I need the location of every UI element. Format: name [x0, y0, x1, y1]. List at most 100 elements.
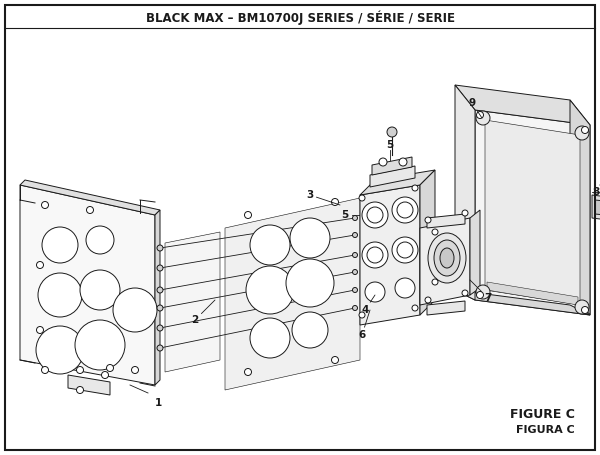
Circle shape — [157, 287, 163, 293]
Polygon shape — [592, 195, 600, 220]
Circle shape — [399, 158, 407, 166]
Circle shape — [86, 226, 114, 254]
Circle shape — [75, 320, 125, 370]
Text: 8: 8 — [0, 454, 1, 455]
Circle shape — [412, 305, 418, 311]
Polygon shape — [372, 157, 412, 175]
Circle shape — [286, 259, 334, 307]
Circle shape — [476, 111, 490, 125]
Circle shape — [38, 273, 82, 317]
Ellipse shape — [428, 233, 466, 283]
Polygon shape — [470, 210, 480, 295]
Circle shape — [246, 266, 294, 314]
Circle shape — [581, 307, 589, 313]
Circle shape — [379, 158, 387, 166]
Polygon shape — [570, 100, 590, 315]
Circle shape — [42, 227, 78, 263]
Text: 6: 6 — [358, 310, 370, 340]
Circle shape — [581, 126, 589, 133]
Text: 7: 7 — [470, 280, 491, 303]
Circle shape — [157, 305, 163, 311]
Circle shape — [245, 369, 251, 375]
Polygon shape — [487, 282, 578, 305]
Circle shape — [131, 366, 139, 374]
Circle shape — [331, 198, 338, 206]
Circle shape — [425, 297, 431, 303]
Circle shape — [387, 127, 397, 137]
Polygon shape — [370, 166, 415, 187]
Polygon shape — [20, 180, 160, 215]
Ellipse shape — [440, 248, 454, 268]
Polygon shape — [455, 85, 475, 300]
Text: 9: 9 — [469, 98, 482, 118]
Text: 1: 1 — [155, 398, 162, 408]
Circle shape — [245, 212, 251, 218]
Circle shape — [397, 202, 413, 218]
Circle shape — [157, 265, 163, 271]
Text: 4: 4 — [361, 295, 375, 315]
Circle shape — [575, 126, 589, 140]
Circle shape — [36, 326, 84, 374]
Circle shape — [250, 225, 290, 265]
Polygon shape — [68, 375, 110, 395]
Text: 2: 2 — [191, 300, 215, 325]
Polygon shape — [427, 301, 465, 315]
Circle shape — [353, 253, 358, 258]
Circle shape — [362, 202, 388, 228]
Polygon shape — [475, 110, 590, 315]
Polygon shape — [420, 218, 470, 305]
Circle shape — [86, 207, 94, 213]
Polygon shape — [485, 120, 580, 305]
Text: 5: 5 — [341, 210, 349, 220]
Circle shape — [365, 282, 385, 302]
Circle shape — [432, 279, 438, 285]
Polygon shape — [360, 185, 420, 325]
Circle shape — [432, 229, 438, 235]
Circle shape — [392, 237, 418, 263]
Circle shape — [101, 371, 109, 379]
Polygon shape — [165, 232, 220, 372]
Circle shape — [290, 218, 330, 258]
Circle shape — [397, 242, 413, 258]
Circle shape — [41, 366, 49, 374]
Polygon shape — [155, 210, 160, 385]
Polygon shape — [20, 185, 155, 385]
Circle shape — [425, 217, 431, 223]
Circle shape — [157, 245, 163, 251]
Circle shape — [37, 262, 44, 268]
Text: BLACK MAX – BM10700J SERIES / SÉRIE / SERIE: BLACK MAX – BM10700J SERIES / SÉRIE / SE… — [146, 11, 455, 25]
Polygon shape — [360, 170, 435, 195]
Circle shape — [331, 357, 338, 364]
Circle shape — [292, 312, 328, 348]
Circle shape — [353, 233, 358, 238]
Ellipse shape — [434, 240, 460, 276]
Polygon shape — [455, 290, 590, 315]
Polygon shape — [427, 214, 465, 228]
Circle shape — [476, 285, 490, 299]
Polygon shape — [420, 170, 435, 315]
Text: FIGURA C: FIGURA C — [516, 425, 575, 435]
Circle shape — [462, 210, 468, 216]
Circle shape — [395, 278, 415, 298]
Circle shape — [113, 288, 157, 332]
Circle shape — [367, 207, 383, 223]
Circle shape — [367, 247, 383, 263]
Text: 5: 5 — [386, 140, 394, 150]
Circle shape — [37, 327, 44, 334]
Circle shape — [353, 269, 358, 274]
Text: FIGURE C: FIGURE C — [510, 409, 575, 421]
Circle shape — [80, 270, 120, 310]
Text: 3: 3 — [307, 190, 340, 205]
Polygon shape — [225, 198, 360, 390]
Circle shape — [250, 318, 290, 358]
Circle shape — [462, 290, 468, 296]
Circle shape — [77, 386, 83, 394]
Circle shape — [392, 197, 418, 223]
Circle shape — [353, 288, 358, 293]
Circle shape — [107, 364, 113, 371]
Circle shape — [77, 366, 83, 374]
Polygon shape — [455, 85, 590, 125]
Circle shape — [359, 195, 365, 201]
Circle shape — [359, 312, 365, 318]
Circle shape — [157, 325, 163, 331]
